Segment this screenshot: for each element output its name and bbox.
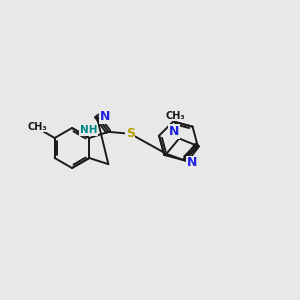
Text: N: N bbox=[169, 125, 179, 138]
Text: S: S bbox=[126, 127, 135, 140]
Text: NH: NH bbox=[80, 125, 97, 135]
Text: CH₃: CH₃ bbox=[166, 111, 185, 121]
Text: CH₃: CH₃ bbox=[28, 122, 47, 132]
Text: N: N bbox=[99, 110, 110, 123]
Text: N: N bbox=[187, 156, 197, 169]
